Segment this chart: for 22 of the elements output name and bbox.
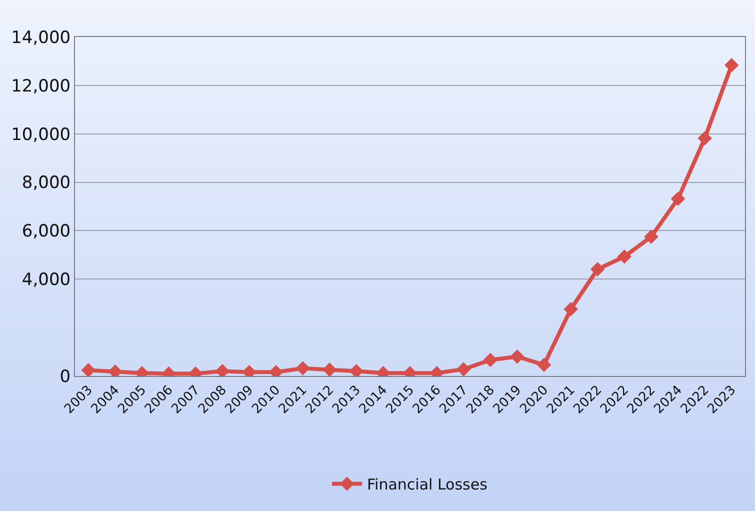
point	[510, 349, 524, 364]
y-tick-label: 6,000	[22, 222, 71, 242]
y-tick-label: 12,000	[11, 76, 71, 96]
point	[644, 230, 658, 244]
y-tick-label: 0	[60, 366, 71, 387]
point	[536, 358, 552, 372]
point	[81, 363, 96, 376]
point	[670, 192, 686, 206]
legend-label: Financial Losses	[367, 476, 488, 494]
point	[456, 362, 471, 376]
y-tick-label: 10,000	[11, 124, 71, 145]
point	[590, 262, 605, 276]
point	[322, 362, 337, 376]
y-tick-label: 8,000	[22, 173, 71, 194]
point	[296, 361, 310, 376]
point	[483, 352, 498, 368]
point	[724, 58, 739, 72]
y-tick-label: 4,000	[22, 270, 71, 290]
y-tick-label: 14,000	[11, 28, 71, 48]
point	[564, 302, 578, 316]
point	[617, 249, 632, 264]
point	[698, 131, 712, 146]
